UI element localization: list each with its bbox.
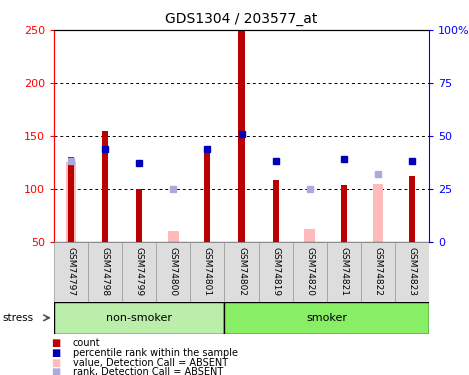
Bar [258, 242, 293, 302]
Text: GSM74821: GSM74821 [340, 247, 348, 296]
Bar [204, 147, 211, 242]
Bar [190, 242, 225, 302]
Bar [102, 130, 108, 242]
Bar [66, 162, 76, 242]
Bar [136, 189, 142, 242]
Text: GSM74819: GSM74819 [271, 247, 280, 296]
Text: ■: ■ [52, 348, 61, 358]
Bar [156, 242, 190, 302]
Bar [68, 157, 74, 242]
Text: count: count [73, 338, 100, 348]
Text: GSM74822: GSM74822 [373, 247, 383, 296]
Bar [372, 184, 384, 242]
Bar [293, 242, 327, 302]
Bar [54, 242, 88, 302]
Bar [54, 302, 225, 334]
Bar [361, 242, 395, 302]
Text: GSM74798: GSM74798 [100, 247, 110, 296]
Bar [395, 242, 429, 302]
Bar [409, 176, 415, 242]
Text: GSM74800: GSM74800 [169, 247, 178, 296]
Bar [168, 231, 179, 242]
Bar [88, 242, 122, 302]
Text: GSM74820: GSM74820 [305, 247, 314, 296]
Text: rank, Detection Call = ABSENT: rank, Detection Call = ABSENT [73, 368, 223, 375]
Bar [327, 242, 361, 302]
Text: GSM74802: GSM74802 [237, 247, 246, 296]
Text: stress: stress [2, 313, 33, 323]
Text: non-smoker: non-smoker [106, 313, 172, 323]
Text: GSM74799: GSM74799 [135, 247, 144, 296]
Bar [238, 30, 245, 242]
Text: value, Detection Call = ABSENT: value, Detection Call = ABSENT [73, 358, 228, 368]
Text: GSM74797: GSM74797 [67, 247, 76, 296]
Bar [225, 302, 429, 334]
Text: smoker: smoker [306, 313, 348, 323]
Text: ■: ■ [52, 358, 61, 368]
Title: GDS1304 / 203577_at: GDS1304 / 203577_at [166, 12, 318, 26]
Text: GSM74801: GSM74801 [203, 247, 212, 296]
Bar [341, 184, 347, 242]
Text: GSM74823: GSM74823 [408, 247, 416, 296]
Text: ■: ■ [52, 338, 61, 348]
Bar [225, 242, 258, 302]
Bar [122, 242, 156, 302]
Text: percentile rank within the sample: percentile rank within the sample [73, 348, 238, 358]
Bar [272, 180, 279, 242]
Bar [304, 229, 315, 242]
Text: ■: ■ [52, 368, 61, 375]
